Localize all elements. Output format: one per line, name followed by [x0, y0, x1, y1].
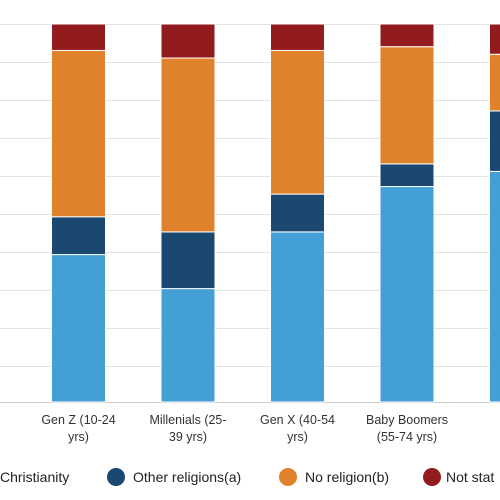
legend-label-0: Christianity	[0, 469, 69, 485]
bars	[51, 23, 500, 403]
x-tick-label-1: Gen Z (10-24 yrs)	[41, 413, 115, 444]
x-tick-label-2: Millenials (25-39 yrs)	[149, 413, 226, 444]
bar-segment-1-1	[51, 216, 106, 256]
legend-label-2: No religion(b)	[305, 469, 389, 485]
bar-segment-2-1	[160, 231, 216, 290]
legend-swatch-1	[107, 468, 125, 486]
legend-label-1: Other religions(a)	[133, 469, 241, 485]
bar-segment-5-2	[489, 53, 500, 112]
legend: Christianity Other religions(a) No religio…	[0, 468, 494, 486]
bar-segment-4-0	[379, 186, 435, 403]
x-tick-label-3: Gen X (40-54 yrs)	[260, 413, 335, 444]
bar-segment-4-1	[379, 163, 435, 188]
bar-segment-5-3	[489, 23, 500, 55]
bar-segment-4-3	[379, 23, 435, 48]
bar-segment-4-2	[379, 46, 435, 165]
legend-label-3: Not stat	[446, 469, 494, 485]
bar-segment-1-2	[51, 49, 106, 218]
bar-segment-2-3	[160, 23, 216, 59]
legend-swatch-3	[423, 468, 441, 486]
bar-segment-3-1	[270, 193, 325, 233]
legend-swatch-2	[279, 468, 297, 486]
bar-segment-1-0	[51, 254, 106, 403]
bar-segment-5-1	[489, 110, 500, 172]
bar-segment-5-0	[489, 170, 500, 403]
bar-segment-2-2	[160, 57, 216, 233]
bar-segment-1-3	[51, 23, 106, 51]
bar-segment-3-3	[270, 23, 325, 51]
bar-segment-2-0	[160, 288, 216, 403]
x-tick-label-4: Baby Boomers (55-74 yrs)	[366, 413, 448, 444]
bar-segment-3-0	[270, 231, 325, 403]
bar-segment-3-2	[270, 49, 325, 195]
